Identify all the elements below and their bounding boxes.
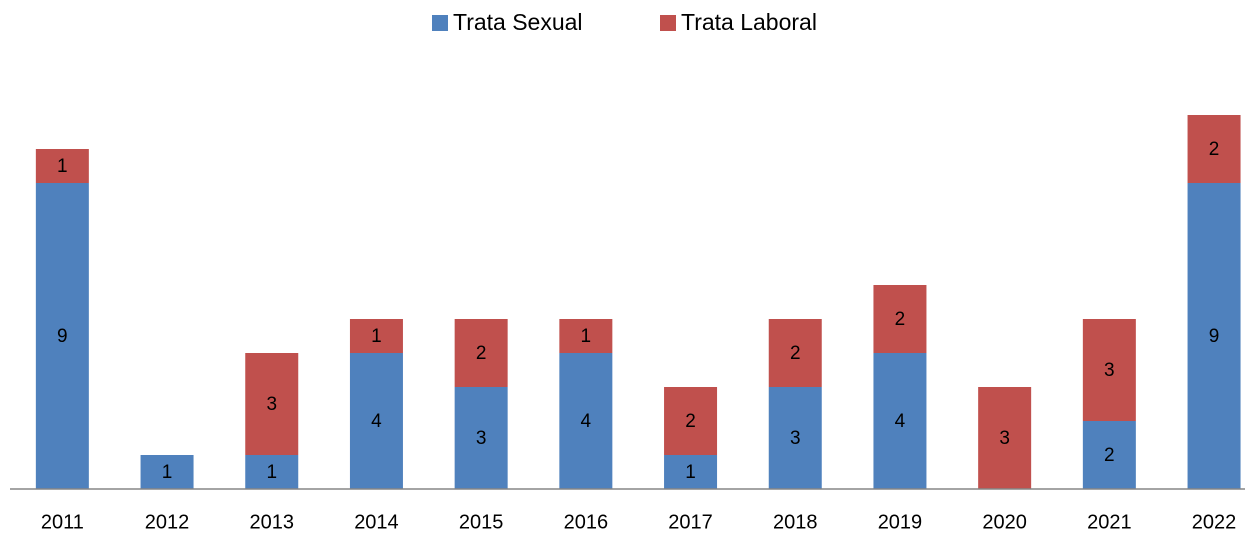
- bar-segment: [349, 319, 403, 353]
- data-label: 2: [476, 343, 487, 364]
- data-label: 1: [162, 462, 173, 483]
- bar-segment: [140, 455, 194, 489]
- data-label: 3: [790, 428, 801, 449]
- data-label: 2: [1209, 139, 1220, 160]
- bar-segment: [245, 455, 299, 489]
- legend-label: Trata Laboral: [681, 9, 817, 35]
- x-tick-label: 2014: [354, 511, 399, 533]
- x-tick-label: 2018: [773, 511, 818, 533]
- bar-segment: [1187, 115, 1241, 183]
- x-tick-label: 2015: [459, 511, 504, 533]
- data-label: 3: [266, 394, 277, 415]
- data-label: 1: [371, 326, 382, 347]
- bar-segment: [1082, 421, 1136, 489]
- x-tick-label: 2021: [1087, 511, 1132, 533]
- data-label: 2: [790, 343, 801, 364]
- bar-segment: [349, 353, 403, 489]
- data-label: 4: [581, 411, 592, 432]
- data-label: 9: [1209, 326, 1220, 347]
- x-tick-label: 2020: [982, 511, 1027, 533]
- bar-segment: [559, 319, 613, 353]
- bar-segment: [664, 387, 718, 455]
- bar-segment: [35, 183, 89, 489]
- data-label: 9: [57, 326, 68, 347]
- data-label: 2: [895, 309, 906, 330]
- bar-segment: [768, 387, 822, 489]
- data-label: 2: [1104, 445, 1115, 466]
- bar-segment: [873, 353, 927, 489]
- bar-segment: [35, 149, 89, 183]
- bar-segment: [768, 319, 822, 387]
- x-tick-label: 2011: [41, 511, 84, 533]
- legend-swatch: [432, 15, 448, 31]
- data-label: 2: [685, 411, 696, 432]
- data-label: 1: [685, 462, 696, 483]
- bar-segment: [1082, 319, 1136, 421]
- bar-segment: [454, 387, 508, 489]
- data-label: 4: [371, 411, 382, 432]
- x-tick-label: 2013: [250, 511, 295, 533]
- data-label: 1: [57, 156, 68, 177]
- legend-label: Trata Sexual: [453, 9, 583, 35]
- bar-segment: [454, 319, 508, 387]
- legend-swatch: [660, 15, 676, 31]
- x-tick-label: 2019: [878, 511, 923, 533]
- x-tick-label: 2016: [564, 511, 609, 533]
- x-tick-label: 2017: [668, 511, 713, 533]
- data-label: 3: [999, 428, 1010, 449]
- bar-segment: [978, 387, 1032, 489]
- bar-segment: [664, 455, 718, 489]
- data-label: 1: [266, 462, 277, 483]
- data-label: 3: [476, 428, 487, 449]
- bar-segment: [1187, 183, 1241, 489]
- bar-segment: [559, 353, 613, 489]
- x-tick-label: 2022: [1192, 511, 1237, 533]
- x-tick-label: 2012: [145, 511, 190, 533]
- bar-segment: [245, 353, 299, 455]
- data-label: 1: [581, 326, 592, 347]
- data-label: 4: [895, 411, 906, 432]
- bar-segment: [873, 285, 927, 353]
- data-label: 3: [1104, 360, 1115, 381]
